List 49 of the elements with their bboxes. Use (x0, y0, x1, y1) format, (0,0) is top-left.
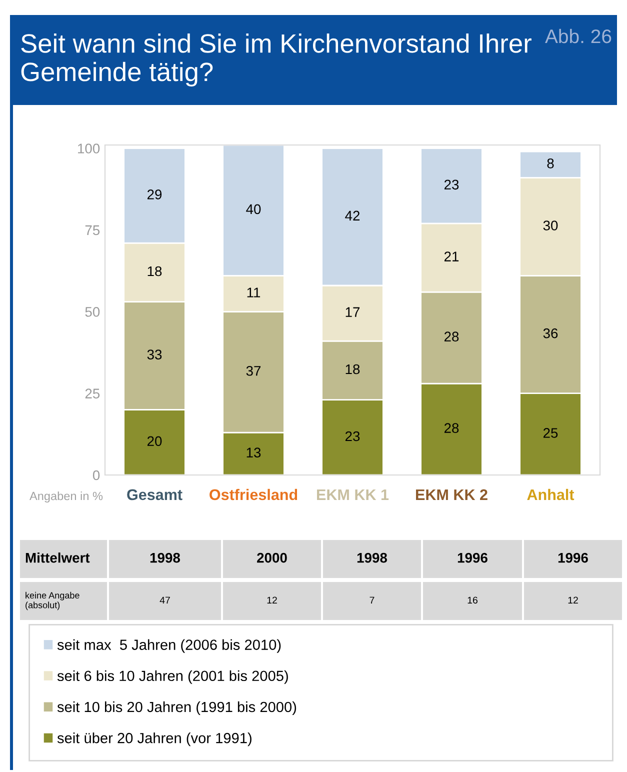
data-label: 40 (246, 204, 261, 214)
data-label: 17 (346, 307, 360, 317)
data-label: 23 (345, 431, 360, 442)
data-label: 21 (444, 252, 459, 262)
data-label: 23 (444, 180, 459, 190)
x-tick-label: EKM KK 2 (416, 489, 488, 500)
data-label: 28 (444, 423, 459, 433)
text: 1996 (558, 552, 588, 563)
data-label: 18 (346, 364, 360, 374)
data-label: 37 (246, 366, 261, 376)
text: 12 (267, 596, 277, 604)
data-label: 28 (444, 332, 459, 342)
y-tick-label: 50 (85, 306, 100, 317)
data-label: 20 (147, 436, 162, 446)
caption: Abb. 26 (545, 28, 612, 44)
data-label: 33 (147, 350, 162, 360)
text: 7 (370, 596, 374, 604)
data-label: 36 (543, 328, 558, 338)
y-tick-label: 25 (85, 388, 100, 398)
data-label: 30 (543, 220, 558, 230)
chart-title: Seit wann sind Sie im Kirchenvorstand Ihrer Gemeinde tätig? (21, 33, 532, 87)
text: 1998 (357, 552, 388, 563)
legend-label: seit 10 bis 20 Jahren (1991 bis 2000) (57, 701, 296, 716)
text: 1996 (458, 552, 488, 563)
data-label: 25 (543, 428, 558, 438)
data-label: 18 (148, 266, 162, 276)
x-tick-label: Anhalt (527, 488, 574, 500)
y-tick-label: 75 (85, 225, 100, 236)
text: 1998 (150, 552, 180, 563)
data-label: 29 (147, 190, 162, 200)
x-tick-label: Ostfriesland (210, 488, 298, 500)
text: 16 (468, 596, 478, 604)
text: Angaben in % (30, 491, 103, 503)
legend-label: seit max 5 Jahren (2006 bis 2010) (57, 639, 281, 653)
text: 2000 (257, 552, 287, 563)
x-tick-label: EKM KK 1 (317, 489, 389, 500)
data-label: 11 (247, 288, 260, 298)
y-tick-label: 100 (78, 144, 100, 154)
y-tick-label: 0 (92, 470, 100, 480)
data-label: 13 (246, 448, 261, 458)
text: 47 (160, 596, 170, 604)
text: 12 (568, 596, 578, 604)
x-tick-label: Gesamt (127, 489, 182, 500)
data-label: 42 (345, 210, 360, 220)
legend-label: seit 6 bis 10 Jahren (2001 bis 2005) (57, 670, 288, 684)
text: keine Angabe (absolut) (26, 592, 80, 610)
text: Mittelwert (26, 552, 90, 563)
legend-label: seit über 20 Jahren (vor 1991) (57, 732, 252, 746)
data-label: 8 (547, 158, 554, 168)
